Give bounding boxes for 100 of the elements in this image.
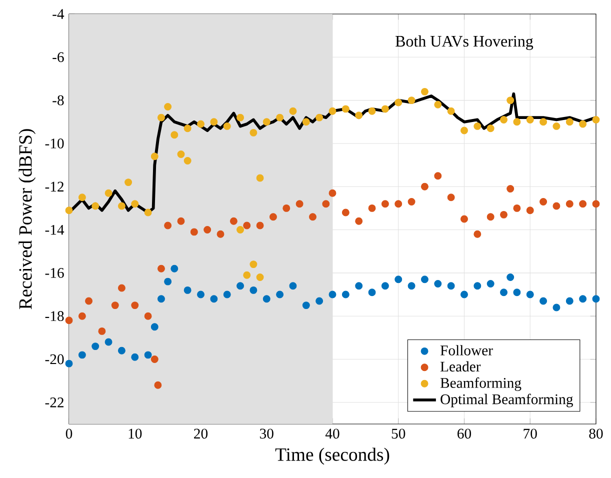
point xyxy=(506,96,514,104)
point xyxy=(104,338,112,346)
x-tick-label: 10 xyxy=(128,428,142,439)
point xyxy=(447,194,455,202)
point xyxy=(118,284,126,292)
point xyxy=(177,150,185,158)
point xyxy=(566,118,574,126)
point xyxy=(486,213,494,221)
y-tick-label: -4 xyxy=(52,9,64,19)
point xyxy=(355,112,363,120)
y-tick-label: -12 xyxy=(45,182,64,192)
point xyxy=(500,288,508,296)
legend-label: Leader xyxy=(440,361,481,372)
point xyxy=(540,118,548,126)
x-tick-label: 80 xyxy=(589,428,603,439)
point xyxy=(506,274,514,281)
point xyxy=(540,198,548,206)
point xyxy=(98,327,106,335)
x-tick-label: 70 xyxy=(524,428,537,439)
point xyxy=(223,290,231,298)
y-tick-label: -18 xyxy=(45,311,64,322)
point xyxy=(566,200,574,208)
point xyxy=(92,342,100,350)
point xyxy=(381,105,389,113)
point xyxy=(150,323,158,331)
point xyxy=(157,295,165,303)
legend-label: Follower xyxy=(440,345,493,356)
point xyxy=(289,282,297,290)
point xyxy=(150,356,158,363)
point xyxy=(164,222,172,230)
point xyxy=(474,122,482,130)
point xyxy=(170,264,178,272)
point xyxy=(289,107,297,115)
point xyxy=(420,88,428,96)
point xyxy=(355,282,363,290)
point xyxy=(65,360,73,368)
point xyxy=(460,126,468,134)
x-tick-label: 60 xyxy=(458,428,472,439)
y-tick-label: -10 xyxy=(45,138,64,148)
point xyxy=(526,290,534,298)
y-tick-label: -14 xyxy=(45,224,64,235)
point xyxy=(486,280,494,288)
legend-label: Beamforming xyxy=(440,377,522,391)
x-axis-title: Time (seconds) xyxy=(275,448,390,465)
x-tick-label: 20 xyxy=(194,428,208,439)
point xyxy=(197,290,204,298)
point xyxy=(78,351,86,359)
point xyxy=(394,200,402,208)
point xyxy=(486,124,494,132)
point xyxy=(65,316,73,324)
point xyxy=(144,208,152,216)
point xyxy=(269,213,277,221)
point xyxy=(579,295,587,303)
point xyxy=(92,202,100,210)
y-tick-label: -20 xyxy=(45,354,64,364)
point xyxy=(243,222,251,230)
point xyxy=(316,297,324,305)
point xyxy=(302,118,310,126)
point xyxy=(506,185,514,193)
point xyxy=(144,312,152,320)
point xyxy=(368,288,376,296)
y-tick-label: -16 xyxy=(45,268,64,278)
point xyxy=(157,264,165,272)
point xyxy=(164,103,172,111)
point xyxy=(552,122,560,130)
point xyxy=(184,156,192,164)
point xyxy=(434,172,442,180)
point xyxy=(65,206,73,214)
point xyxy=(250,260,258,268)
point xyxy=(282,204,290,212)
point xyxy=(500,210,508,218)
point xyxy=(592,295,600,303)
point xyxy=(78,312,86,320)
point xyxy=(540,297,548,305)
point xyxy=(184,124,192,132)
point xyxy=(170,131,178,139)
point xyxy=(236,282,244,290)
point xyxy=(131,200,139,208)
point xyxy=(131,302,139,310)
point xyxy=(230,217,238,225)
point xyxy=(381,200,389,208)
point xyxy=(328,107,336,115)
point xyxy=(250,286,258,294)
point xyxy=(111,302,119,310)
point xyxy=(210,295,218,303)
point xyxy=(408,282,416,290)
point xyxy=(104,189,112,197)
point xyxy=(434,280,442,288)
point xyxy=(368,204,376,212)
point xyxy=(526,206,534,214)
y-tick-label: -6 xyxy=(52,52,64,62)
point xyxy=(342,290,350,298)
point xyxy=(592,116,600,124)
point xyxy=(394,276,402,284)
point xyxy=(250,128,258,136)
point xyxy=(177,217,185,225)
point xyxy=(124,178,132,186)
point xyxy=(302,302,310,310)
annotation: Both UAVs Hovering xyxy=(396,35,534,50)
point xyxy=(210,118,218,126)
